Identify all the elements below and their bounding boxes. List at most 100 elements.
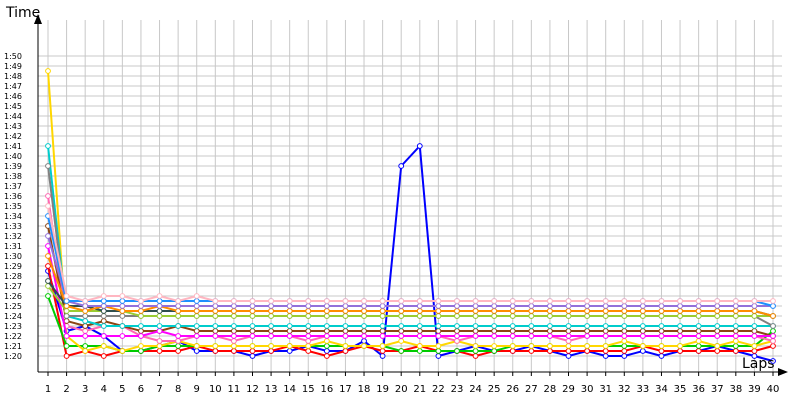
data-point	[175, 298, 182, 304]
data-point	[249, 348, 256, 354]
data-point	[286, 308, 293, 314]
data-point	[714, 333, 721, 339]
x-tick-label: 17	[339, 384, 352, 395]
data-point	[138, 348, 144, 354]
data-point	[770, 343, 776, 349]
data-point	[491, 313, 498, 319]
data-point	[45, 278, 51, 284]
data-point	[212, 308, 219, 314]
y-tick-label: 1:28	[4, 272, 22, 281]
data-point	[435, 343, 442, 349]
y-tick-label: 1:29	[4, 262, 22, 271]
x-tick-label: 23	[451, 384, 464, 395]
data-point	[268, 308, 274, 314]
x-tick-label: 32	[618, 384, 631, 395]
data-point	[621, 348, 628, 354]
data-point	[491, 303, 498, 309]
data-point	[193, 293, 200, 299]
data-point	[658, 343, 665, 349]
data-point	[491, 308, 498, 314]
series-4	[45, 68, 776, 354]
data-point	[454, 313, 460, 319]
y-tick-label: 1:39	[4, 162, 22, 171]
data-point	[584, 343, 591, 349]
data-point	[286, 333, 293, 339]
series-line	[47, 265, 774, 358]
data-point	[714, 343, 721, 349]
x-tick-label: 13	[265, 384, 278, 395]
data-point	[323, 308, 330, 314]
data-point	[435, 303, 442, 309]
data-point	[342, 303, 349, 309]
series-7	[45, 243, 776, 339]
axes	[34, 14, 788, 376]
data-point	[82, 343, 89, 349]
data-point	[119, 308, 126, 314]
data-point	[138, 313, 144, 319]
data-point	[547, 328, 553, 334]
data-point	[435, 308, 442, 314]
y-tick-label: 1:31	[4, 242, 22, 251]
data-point	[212, 298, 219, 304]
data-point	[175, 333, 182, 339]
data-point	[584, 303, 591, 309]
data-point	[268, 333, 274, 339]
data-point	[100, 303, 107, 309]
data-point	[63, 333, 70, 339]
data-point	[751, 308, 758, 314]
data-point	[770, 323, 776, 329]
data-point	[472, 328, 479, 334]
series-line	[47, 215, 774, 307]
data-point	[732, 328, 739, 334]
data-point	[454, 338, 460, 344]
data-point	[361, 333, 367, 339]
data-point	[193, 308, 200, 314]
y-tick-label: 1:20	[4, 352, 22, 361]
x-tick-label: 29	[562, 384, 575, 395]
data-point	[230, 333, 237, 339]
data-point	[361, 313, 367, 319]
data-point	[100, 333, 107, 339]
data-point	[323, 333, 330, 339]
data-point	[528, 333, 535, 339]
data-point	[491, 298, 498, 304]
series-15	[45, 203, 776, 304]
data-point	[770, 338, 776, 344]
data-point	[602, 343, 609, 349]
y-tick-label: 1:42	[4, 132, 22, 141]
data-point	[193, 313, 200, 319]
data-point	[286, 343, 293, 349]
x-tick-label: 18	[358, 384, 371, 395]
data-point	[472, 298, 479, 304]
data-point	[398, 338, 405, 344]
data-point	[416, 328, 423, 334]
data-point	[379, 353, 386, 359]
x-tick-label: 12	[246, 384, 259, 395]
data-point	[305, 303, 312, 309]
data-point	[639, 333, 646, 339]
data-point	[175, 323, 182, 329]
data-point	[138, 333, 144, 339]
data-point	[63, 298, 70, 304]
data-point	[677, 308, 683, 314]
data-point	[770, 303, 776, 309]
data-point	[435, 323, 442, 329]
data-point	[639, 328, 646, 334]
data-point	[305, 343, 312, 349]
data-point	[416, 343, 423, 349]
data-point	[268, 328, 274, 334]
data-point	[156, 313, 163, 319]
y-tick-label: 1:40	[4, 152, 22, 161]
data-point	[193, 328, 200, 334]
data-point	[732, 348, 739, 354]
data-point	[286, 348, 293, 354]
data-point	[639, 303, 646, 309]
data-point	[305, 323, 312, 329]
data-point	[528, 328, 535, 334]
data-point	[175, 338, 182, 344]
data-point	[305, 298, 312, 304]
data-point	[528, 308, 535, 314]
data-point	[63, 308, 70, 314]
data-point	[305, 313, 312, 319]
